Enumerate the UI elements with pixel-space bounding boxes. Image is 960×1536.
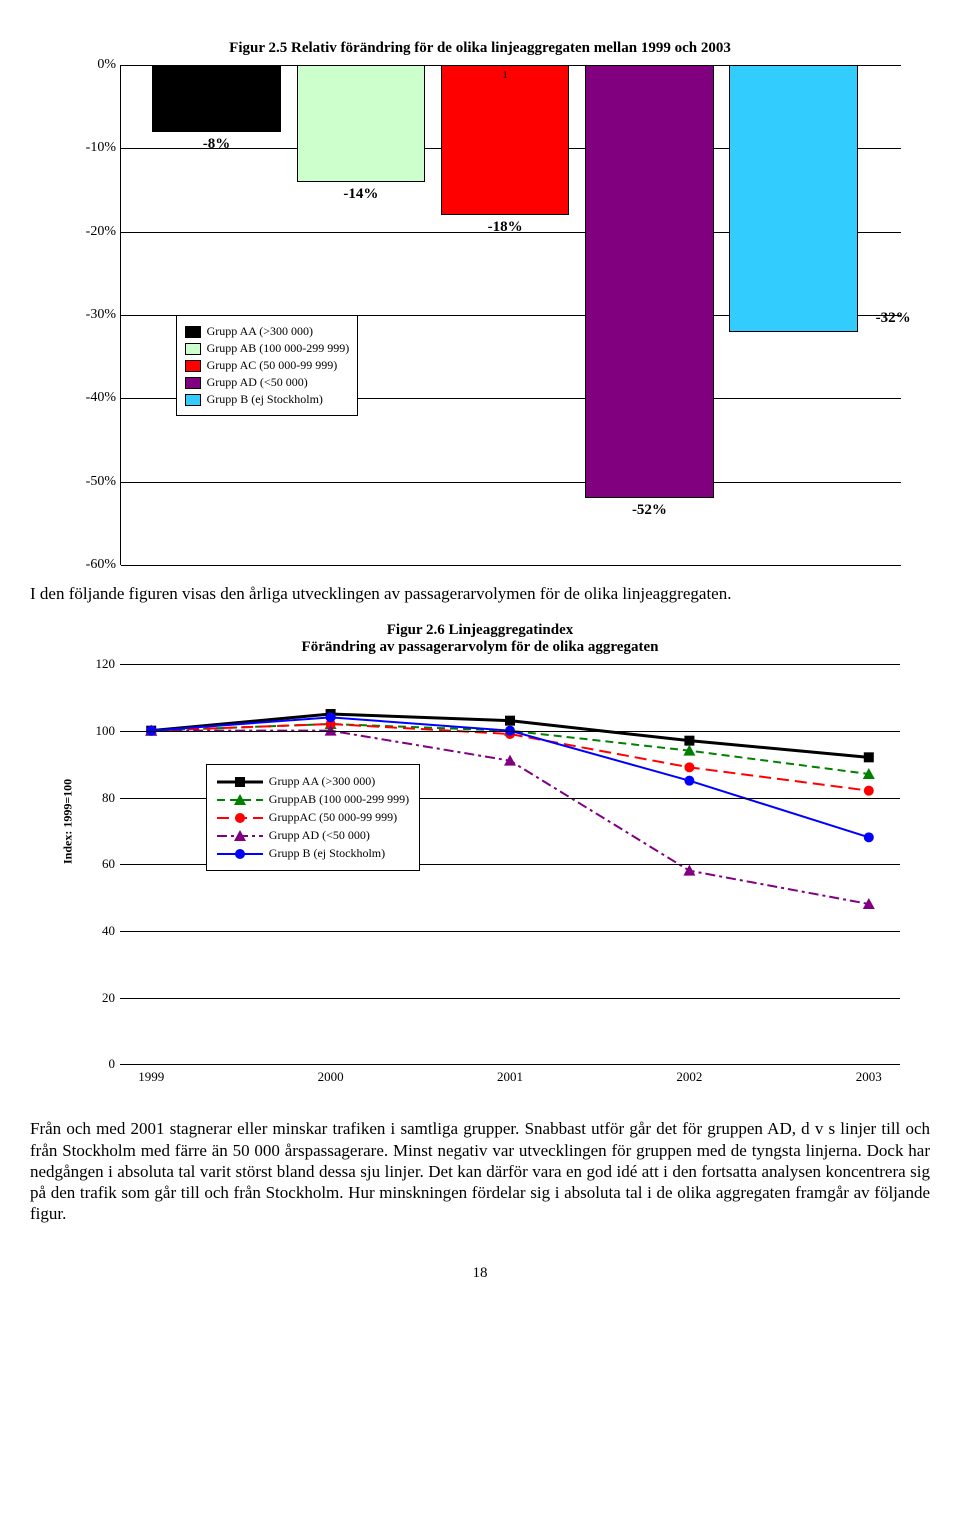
- bar-ytick-label: -20%: [66, 224, 116, 240]
- legend-line-icon: [217, 811, 263, 825]
- legend-label: Grupp AC (50 000-99 999): [207, 358, 338, 373]
- line-marker: [326, 713, 336, 723]
- legend-swatch: [185, 326, 201, 338]
- bar-value-label: -18%: [488, 219, 523, 236]
- legend-line-icon: [217, 793, 263, 807]
- legend-label: Grupp B (ej Stockholm): [269, 846, 385, 861]
- line-chart-title: Figur 2.6 Linjeaggregatindex Förändring …: [30, 622, 930, 656]
- bar-ytick-label: -40%: [66, 390, 116, 406]
- paragraph-2: Från och med 2001 stagnerar eller minska…: [30, 1118, 930, 1224]
- bar-inner-label: 1: [502, 69, 508, 81]
- line-legend: Grupp AA (>300 000) GruppAB (100 000-299 …: [206, 764, 420, 871]
- legend-label: Grupp AA (>300 000): [269, 774, 375, 789]
- line-marker: [864, 833, 874, 843]
- line-gridline: [120, 998, 900, 999]
- bar-legend-item: Grupp AA (>300 000): [185, 324, 350, 339]
- line-ytick-label: 100: [70, 723, 115, 739]
- line-xtick-label: 2003: [856, 1069, 882, 1085]
- line-xtick-label: 2002: [676, 1069, 702, 1085]
- legend-label: Grupp AD (<50 000): [269, 828, 370, 843]
- bar-plot-area: 0%-10%-20%-30%-40%-50%-60%-8%-14%1-18%-5…: [120, 65, 901, 565]
- line-ytick-label: 120: [70, 656, 115, 672]
- legend-label: Grupp B (ej Stockholm): [207, 392, 323, 407]
- line-plot-area: 02040608010012019992000200120022003Grupp…: [120, 664, 900, 1064]
- line-marker: [864, 786, 874, 796]
- bar-gridline: [121, 482, 901, 483]
- line-xtick-label: 1999: [138, 1069, 164, 1085]
- bar-ytick-label: -10%: [66, 140, 116, 156]
- bar-ytick-label: 0%: [66, 57, 116, 73]
- line-legend-item: Grupp B (ej Stockholm): [217, 846, 409, 861]
- bar-legend-item: Grupp B (ej Stockholm): [185, 392, 350, 407]
- bar-value-label: -14%: [343, 186, 378, 203]
- bar: 1: [441, 65, 570, 215]
- bar: [152, 65, 281, 132]
- line-marker: [684, 736, 694, 746]
- bar-ytick-label: -50%: [66, 474, 116, 490]
- bar-ytick-label: -30%: [66, 307, 116, 323]
- line-ytick-label: 60: [70, 856, 115, 872]
- bar-gridline: [121, 565, 901, 566]
- legend-label: Grupp AA (>300 000): [207, 324, 313, 339]
- line-legend-item: GruppAC (50 000-99 999): [217, 810, 409, 825]
- line-marker: [235, 777, 245, 787]
- line-gridline: [120, 931, 900, 932]
- legend-line-icon: [217, 829, 263, 843]
- legend-label: GruppAC (50 000-99 999): [269, 810, 397, 825]
- paragraph-1: I den följande figuren visas den årliga …: [30, 583, 930, 604]
- bar: [729, 65, 858, 332]
- legend-swatch: [185, 343, 201, 355]
- line-marker: [684, 763, 694, 773]
- bar: [297, 65, 426, 182]
- bar-value-label: -32%: [876, 310, 911, 327]
- line-marker: [235, 813, 245, 823]
- line-marker: [505, 716, 515, 726]
- line-xtick-label: 2001: [497, 1069, 523, 1085]
- line-marker: [683, 865, 695, 876]
- line-marker: [684, 776, 694, 786]
- line-xtick-label: 2000: [318, 1069, 344, 1085]
- line-ytick-label: 0: [70, 1056, 115, 1072]
- bar-ytick-label: -60%: [66, 557, 116, 573]
- legend-swatch: [185, 394, 201, 406]
- line-ytick-label: 20: [70, 990, 115, 1006]
- line-gridline: [120, 664, 900, 665]
- bar-value-label: -52%: [632, 502, 667, 519]
- line-ytick-label: 40: [70, 923, 115, 939]
- bar-legend: Grupp AA (>300 000) Grupp AB (100 000-299…: [176, 315, 359, 416]
- page-number: 18: [30, 1265, 930, 1282]
- line-legend-item: Grupp AD (<50 000): [217, 828, 409, 843]
- line-marker: [864, 753, 874, 763]
- bar-legend-item: Grupp AD (<50 000): [185, 375, 350, 390]
- bar-legend-item: Grupp AB (100 000-299 999): [185, 341, 350, 356]
- line-legend-item: GruppAB (100 000-299 999): [217, 792, 409, 807]
- bar-chart-title: Figur 2.5 Relativ förändring för de olik…: [30, 40, 930, 57]
- legend-label: Grupp AB (100 000-299 999): [207, 341, 350, 356]
- legend-line-icon: [217, 847, 263, 861]
- line-gridline: [120, 731, 900, 732]
- legend-line-icon: [217, 775, 263, 789]
- legend-label: Grupp AD (<50 000): [207, 375, 308, 390]
- line-marker: [235, 849, 245, 859]
- line-chart: Index: 1999=100 020406080100120199920002…: [60, 664, 900, 1104]
- bar-value-label: -8%: [203, 136, 231, 153]
- legend-swatch: [185, 377, 201, 389]
- legend-label: GruppAB (100 000-299 999): [269, 792, 409, 807]
- bar-legend-item: Grupp AC (50 000-99 999): [185, 358, 350, 373]
- bar: [585, 65, 714, 498]
- line-gridline: [120, 1064, 900, 1065]
- line-legend-item: Grupp AA (>300 000): [217, 774, 409, 789]
- legend-swatch: [185, 360, 201, 372]
- line-ytick-label: 80: [70, 790, 115, 806]
- bar-chart: 0%-10%-20%-30%-40%-50%-60%-8%-14%1-18%-5…: [60, 65, 900, 565]
